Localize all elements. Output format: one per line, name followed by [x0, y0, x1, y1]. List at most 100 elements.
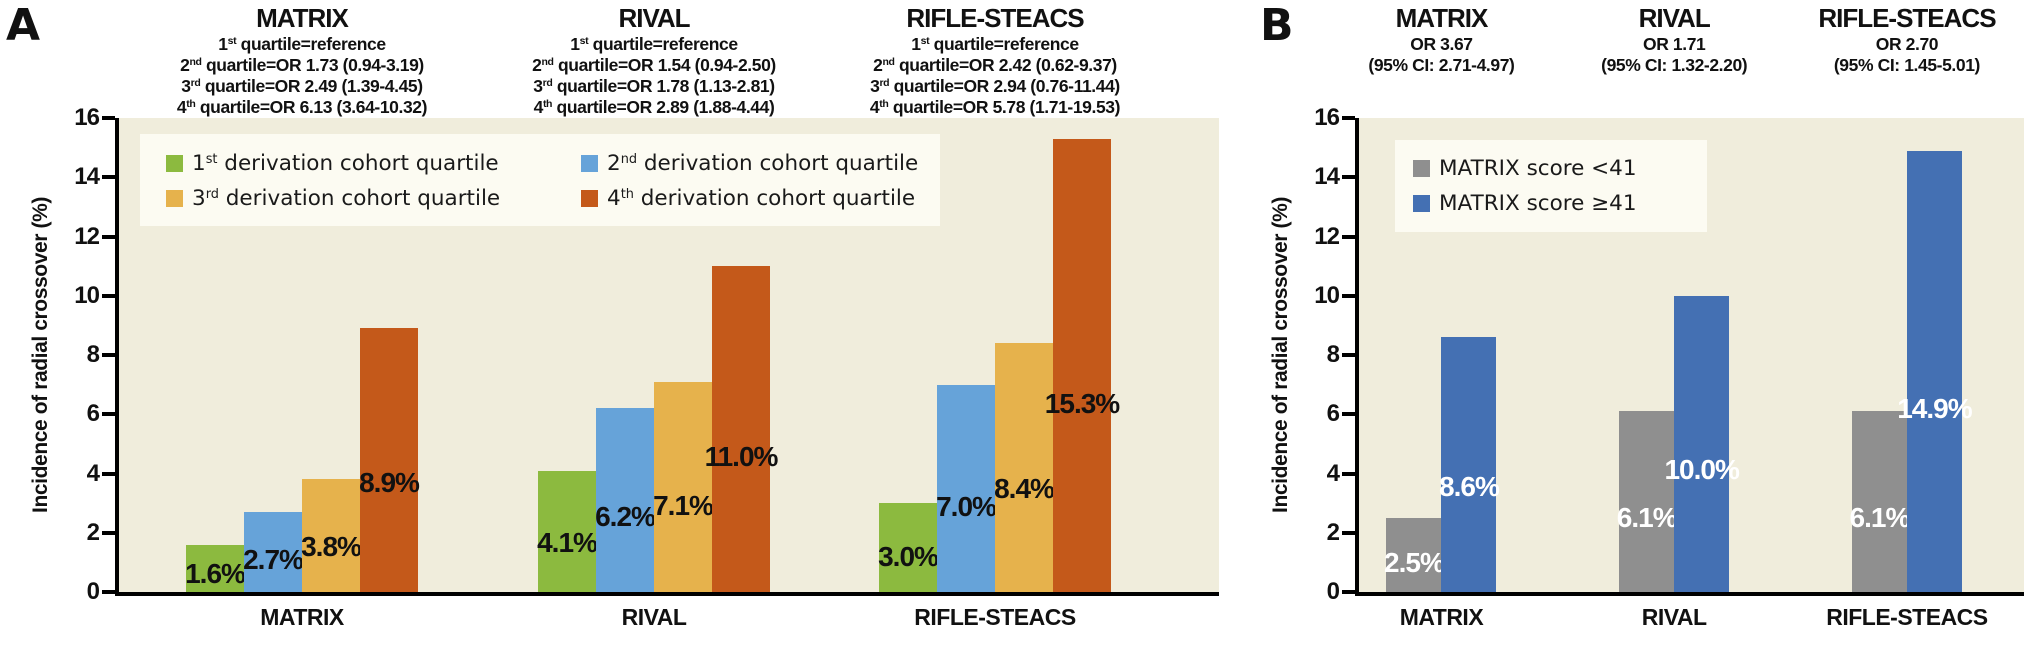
bar-rifle-steacs-matrix-score-41: 14.9% — [1897, 150, 1973, 592]
y-tick-mark — [1342, 293, 1355, 298]
x-category-label-rifle-steacs: RIFLE-STEACS — [1826, 604, 1988, 630]
y-tick-mark — [1342, 590, 1355, 594]
y-tick-mark — [102, 116, 115, 120]
annotation-title-matrix: MATRIX — [256, 3, 349, 33]
annotation-line: (95% CI: 1.32-2.20) — [1601, 55, 1748, 75]
y-tick-label: 0 — [1326, 578, 1340, 605]
legend-swatch — [581, 155, 598, 172]
group-annotation-rifle-steacs: RIFLE-STEACS OR 2.70 (95% CI: 1.45-5.01) — [1818, 4, 1996, 76]
bar-rifle-steacs-2nd-derivation-cohort-quartile: 7.0% — [936, 384, 997, 592]
legend-label: 3rd derivation cohort quartile — [192, 186, 501, 211]
y-tick-label: 0 — [86, 578, 100, 605]
legend-item: 2nd derivation cohort quartile — [581, 151, 940, 176]
x-category-label-matrix: MATRIX — [260, 604, 344, 630]
annotation-line: (95% CI: 2.71-4.97) — [1368, 55, 1515, 75]
bar-value-label: 8.9% — [359, 467, 420, 499]
annotation-line: 2nd quartile=OR 2.42 (0.62-9.37) — [873, 55, 1117, 75]
annotation-line: 2nd quartile=OR 1.73 (0.94-3.19) — [180, 55, 424, 75]
legend-label: MATRIX score <41 — [1439, 156, 1637, 181]
x-category-label-rival: RIVAL — [621, 604, 687, 630]
annotation-line: 4th quartile=OR 2.89 (1.88-4.44) — [533, 97, 775, 117]
y-tick-label: 4 — [86, 459, 100, 487]
legend-swatch — [1413, 160, 1430, 177]
y-tick-mark — [102, 471, 115, 476]
bar-matrix-matrix-score-41: 2.5% — [1384, 517, 1445, 592]
bar-value-label: 14.9% — [1897, 392, 1972, 424]
annotation-line: 3rd quartile=OR 1.78 (1.13-2.81) — [533, 76, 775, 96]
annotation-line: 1st quartile=reference — [570, 34, 738, 54]
panel-b-legend: MATRIX score <41 MATRIX score ≥41 — [1395, 140, 1707, 232]
legend-swatch — [581, 190, 598, 207]
y-tick-label: 6 — [1326, 400, 1340, 428]
annotation-line: 3rd quartile=OR 2.94 (0.76-11.44) — [870, 76, 1120, 96]
annotation-line: OR 2.70 — [1875, 34, 1939, 54]
group-annotation-rifle-steacs: RIFLE-STEACS 1st quartile=reference 2nd qu… — [870, 3, 1121, 118]
panel-a-legend: 1st derivation cohort quartile 2nd deriva… — [140, 134, 940, 226]
annotation-title-matrix: MATRIX — [1395, 3, 1489, 33]
bar-value-label: 1.6% — [185, 558, 246, 590]
y-tick-mark — [102, 234, 115, 239]
x-category-label-rival: RIVAL — [1641, 604, 1707, 630]
bar-matrix-matrix-score-41: 8.6% — [1439, 337, 1500, 592]
legend-swatch — [166, 155, 183, 172]
annotation-line: OR 1.71 — [1643, 34, 1706, 54]
bar-rival-matrix-score-41: 6.1% — [1617, 411, 1678, 592]
bar-matrix-2nd-derivation-cohort-quartile: 2.7% — [243, 512, 304, 592]
legend-label: MATRIX score ≥41 — [1439, 191, 1637, 216]
y-tick-mark — [102, 590, 115, 594]
y-tick-label: 14 — [74, 163, 100, 191]
bar-value-label: 8.4% — [994, 473, 1055, 505]
bar-value-label: 6.2% — [595, 500, 656, 532]
panel-b-y-axis-title: Incidence of radial crossover (%) — [1269, 197, 1292, 513]
y-tick-label: 10 — [74, 281, 100, 309]
x-category-label-matrix: MATRIX — [1399, 604, 1484, 630]
annotation-line: OR 3.67 — [1410, 34, 1473, 54]
legend-swatch — [1413, 195, 1430, 212]
legend-label: 1st derivation cohort quartile — [192, 151, 499, 176]
y-tick-mark — [1342, 471, 1355, 476]
bar-value-label: 4.1% — [537, 526, 598, 558]
bar-value-label: 10.0% — [1664, 453, 1739, 485]
bar-rifle-steacs-matrix-score-41: 6.1% — [1850, 411, 1910, 592]
bar-rifle-steacs-1st-derivation-cohort-quartile: 3.0% — [878, 503, 939, 592]
y-tick-mark — [102, 293, 115, 298]
group-annotation-rival: RIVAL 1st quartile=reference 2nd quartile=… — [532, 4, 776, 118]
legend-label: 4th derivation cohort quartile — [607, 186, 916, 211]
annotation-title-rifle-steacs: RIFLE-STEACS — [906, 3, 1084, 33]
bar-value-label: 7.0% — [936, 490, 997, 522]
y-tick-mark — [1342, 116, 1355, 120]
annotation-line: 3rd quartile=OR 2.49 (1.39-4.45) — [181, 76, 423, 96]
y-tick-label: 8 — [1326, 341, 1340, 368]
y-tick-mark — [1342, 234, 1355, 239]
annotation-line: 2nd quartile=OR 1.54 (0.94-2.50) — [532, 55, 776, 75]
bar-rifle-steacs-4th-derivation-cohort-quartile: 15.3% — [1045, 138, 1120, 592]
bar-matrix-3rd-derivation-cohort-quartile: 3.8% — [301, 479, 362, 592]
legend-item: 1st derivation cohort quartile — [166, 151, 581, 176]
bar-matrix-1st-derivation-cohort-quartile: 1.6% — [185, 544, 246, 592]
y-tick-label: 16 — [74, 104, 100, 131]
y-tick-label: 16 — [1314, 104, 1340, 131]
y-tick-label: 6 — [86, 400, 100, 428]
bar-rifle-steacs-3rd-derivation-cohort-quartile: 8.4% — [994, 343, 1055, 592]
legend-label: 2nd derivation cohort quartile — [607, 151, 919, 176]
legend-item: 4th derivation cohort quartile — [581, 186, 940, 211]
bar-rival-2nd-derivation-cohort-quartile: 6.2% — [595, 408, 656, 592]
bar-value-label: 2.5% — [1384, 546, 1445, 578]
x-category-label-rifle-steacs: RIFLE-STEACS — [914, 604, 1076, 630]
panel-b-label: B — [1260, 0, 1294, 51]
panel-a-label: A — [6, 0, 40, 51]
annotation-line: 1st quartile=reference — [218, 34, 386, 54]
annotation-line: 4th quartile=OR 6.13 (3.64-10.32) — [176, 97, 428, 117]
bar-value-label: 8.6% — [1439, 471, 1500, 502]
y-tick-mark — [102, 530, 115, 535]
y-tick-mark — [1342, 175, 1355, 180]
annotation-line: 1st quartile=reference — [911, 34, 1079, 54]
legend-item: 3rd derivation cohort quartile — [166, 186, 581, 211]
y-tick-mark — [102, 412, 115, 417]
y-tick-mark — [102, 353, 115, 357]
bar-value-label: 3.8% — [301, 530, 362, 562]
y-tick-mark — [102, 175, 115, 180]
y-tick-label: 2 — [1326, 518, 1340, 546]
bar-rival-3rd-derivation-cohort-quartile: 7.1% — [653, 381, 714, 592]
